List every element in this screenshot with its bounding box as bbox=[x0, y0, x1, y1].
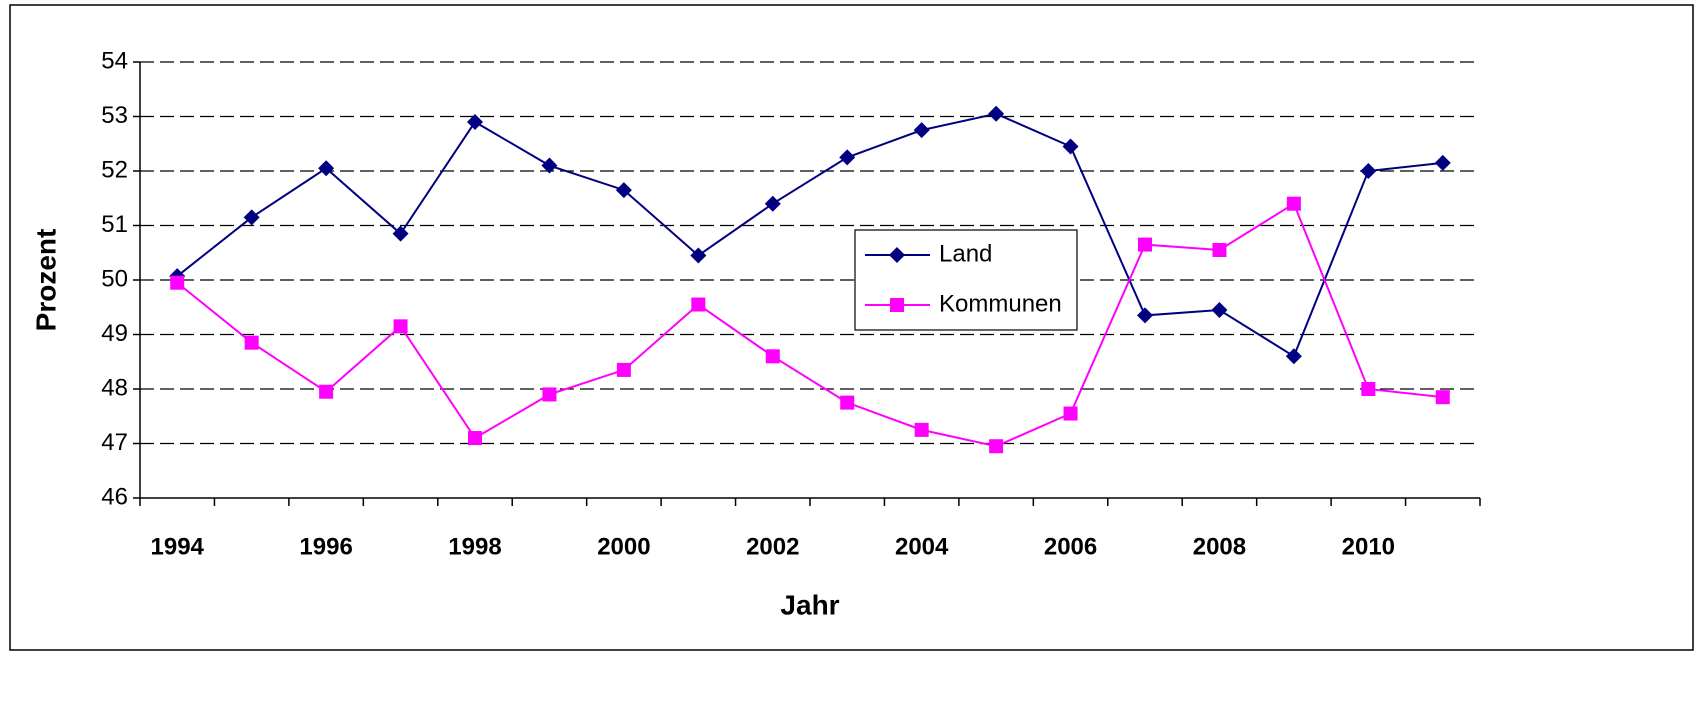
marker bbox=[616, 362, 631, 377]
y-tick-label: 50 bbox=[101, 265, 128, 292]
x-tick-label: 2004 bbox=[895, 533, 949, 560]
x-tick-label: 1994 bbox=[151, 533, 205, 560]
marker bbox=[319, 384, 334, 399]
marker bbox=[989, 439, 1004, 454]
marker bbox=[839, 149, 856, 166]
marker bbox=[1062, 138, 1079, 155]
marker bbox=[1361, 382, 1376, 396]
x-tick-label: 2008 bbox=[1193, 533, 1246, 560]
marker bbox=[615, 182, 632, 199]
x-tick-label: 1998 bbox=[448, 533, 501, 560]
y-tick-label: 52 bbox=[101, 156, 128, 183]
y-tick-label: 53 bbox=[101, 102, 128, 129]
marker bbox=[988, 105, 1005, 122]
marker bbox=[1063, 406, 1078, 421]
marker bbox=[765, 349, 780, 364]
marker bbox=[393, 319, 408, 334]
marker bbox=[1212, 243, 1227, 258]
marker bbox=[1286, 196, 1301, 211]
marker bbox=[392, 225, 409, 242]
marker bbox=[690, 247, 707, 264]
marker bbox=[764, 195, 781, 212]
marker bbox=[244, 335, 259, 350]
marker bbox=[914, 422, 929, 437]
marker bbox=[541, 157, 558, 174]
y-tick-label: 46 bbox=[101, 483, 128, 510]
y-tick-label: 54 bbox=[101, 47, 128, 74]
x-axis-title: Jahr bbox=[780, 589, 839, 620]
marker bbox=[468, 431, 482, 446]
y-axis-title: Prozent bbox=[30, 229, 61, 332]
marker bbox=[467, 113, 483, 130]
marker bbox=[691, 297, 706, 312]
series-line bbox=[176, 202, 1443, 448]
marker bbox=[913, 122, 930, 139]
marker bbox=[840, 395, 855, 410]
legend-marker bbox=[889, 247, 905, 263]
marker bbox=[1138, 237, 1152, 252]
legend: Land Kommunen bbox=[854, 229, 1078, 331]
marker bbox=[1211, 301, 1228, 318]
legend-label: Land bbox=[939, 240, 992, 267]
series-line bbox=[176, 112, 1443, 358]
marker bbox=[1137, 307, 1153, 324]
marker bbox=[542, 387, 557, 402]
legend-box bbox=[854, 229, 1078, 331]
y-tick-label: 47 bbox=[101, 429, 128, 456]
y-tick-label: 49 bbox=[101, 320, 128, 347]
x-tick-label: 2002 bbox=[746, 533, 799, 560]
series bbox=[170, 196, 1450, 454]
marker bbox=[1360, 163, 1377, 179]
marker bbox=[1435, 390, 1450, 405]
legend-label: Kommunen bbox=[939, 290, 1062, 317]
y-tick-label: 48 bbox=[101, 374, 128, 401]
marker bbox=[170, 275, 185, 290]
x-tick-label: 2006 bbox=[1044, 533, 1097, 560]
marker bbox=[318, 160, 335, 177]
y-tick-label: 51 bbox=[101, 211, 128, 238]
x-tick-label: 2000 bbox=[597, 533, 650, 560]
marker bbox=[243, 209, 260, 226]
chart-border bbox=[9, 4, 1694, 651]
marker bbox=[1434, 154, 1451, 171]
marker bbox=[1285, 348, 1302, 365]
x-tick-label: 1996 bbox=[299, 533, 352, 560]
x-tick-label: 2010 bbox=[1342, 533, 1395, 560]
legend-marker bbox=[890, 298, 904, 312]
